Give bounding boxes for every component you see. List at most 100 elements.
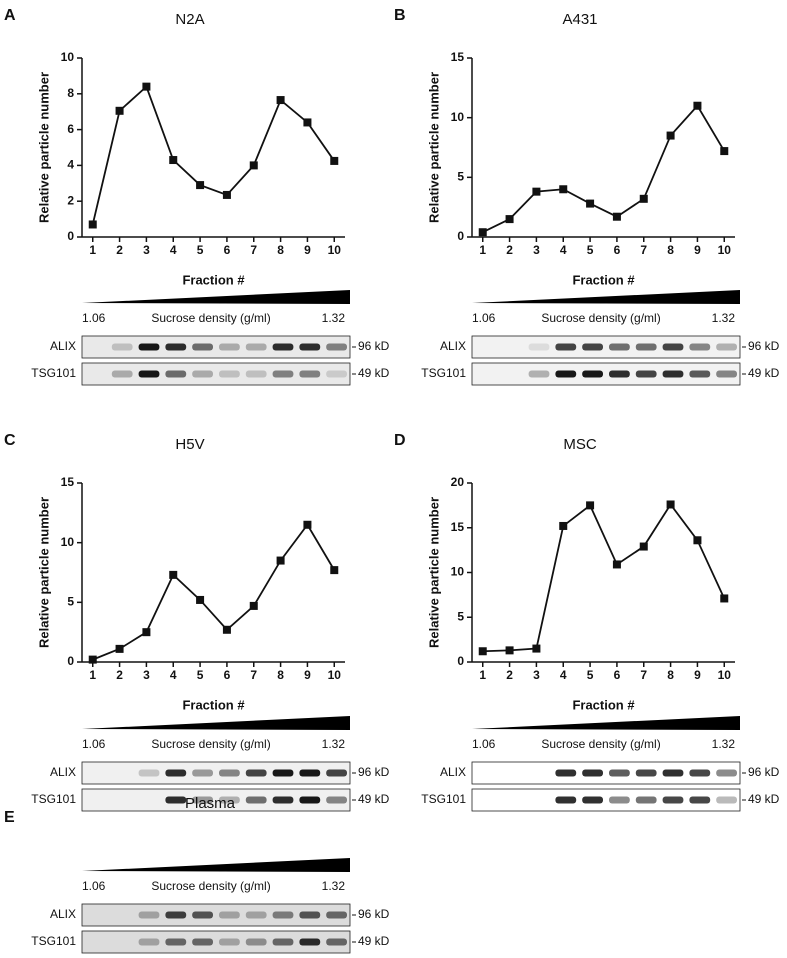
chart-title: MSC [563, 436, 597, 453]
density-gradient [82, 290, 350, 304]
data-marker [303, 520, 312, 529]
density-label: Sucrose density (g/ml) [151, 311, 270, 325]
blot-strip [471, 788, 741, 812]
y-tick-label: 10 [451, 565, 465, 579]
row-label: ALIX [440, 339, 466, 353]
data-marker [249, 161, 258, 170]
x-tick-label: 3 [533, 668, 540, 682]
x-tick-label: 6 [224, 668, 231, 682]
blot-band [219, 769, 240, 777]
blot-band [326, 796, 347, 804]
data-marker [693, 101, 702, 110]
blot-band [219, 911, 240, 919]
x-tick-label: 7 [640, 668, 647, 682]
blot-band [192, 343, 213, 351]
x-tick-label: 1 [89, 668, 96, 682]
blot-band [272, 938, 294, 946]
x-axis-label: Fraction # [182, 697, 245, 712]
density-low: 1.06 [472, 311, 496, 325]
row-label: ALIX [50, 339, 76, 353]
blot-band [689, 796, 711, 804]
data-marker [505, 215, 514, 224]
blot-strip [81, 788, 351, 812]
blot-band [582, 370, 603, 378]
row-label: TSG101 [31, 366, 76, 380]
density-low: 1.06 [82, 737, 106, 751]
blot-band [219, 370, 240, 378]
blot-band [609, 370, 630, 378]
blot-band [299, 938, 321, 946]
data-marker [115, 106, 124, 115]
size-label: 49 kD [358, 792, 390, 806]
data-marker [639, 542, 648, 551]
blot-band [245, 938, 267, 946]
x-tick-label: 5 [197, 668, 204, 682]
y-tick-label: 0 [457, 654, 464, 668]
blot-band [272, 343, 294, 351]
density-low: 1.06 [82, 311, 106, 325]
blot-band [689, 343, 711, 351]
row-label: TSG101 [31, 792, 76, 806]
size-label: 96 kD [748, 339, 780, 353]
x-tick-label: 4 [560, 668, 567, 682]
x-tick-label: 5 [587, 668, 594, 682]
density-gradient [82, 858, 350, 872]
density-high: 1.32 [712, 311, 736, 325]
x-tick-label: 7 [250, 243, 257, 257]
blot-band [219, 343, 240, 351]
data-marker [720, 594, 729, 603]
row-label: ALIX [440, 765, 466, 779]
size-label: 49 kD [748, 366, 780, 380]
data-marker [559, 521, 568, 530]
blot-band [138, 911, 160, 919]
x-tick-label: 8 [277, 243, 284, 257]
blot-band [111, 343, 133, 351]
data-marker [196, 595, 205, 604]
y-axis-label: Relative particle number [426, 497, 441, 648]
blot-band [272, 796, 294, 804]
blot-strip [81, 761, 351, 785]
y-tick-label: 10 [61, 50, 75, 64]
density-low: 1.06 [82, 879, 106, 893]
row-label: TSG101 [421, 366, 466, 380]
blot-band [555, 343, 577, 351]
size-label: 96 kD [358, 907, 390, 921]
blot-band [635, 796, 657, 804]
blot-band [138, 769, 160, 777]
blot-band [326, 769, 347, 777]
blot-band [165, 938, 187, 946]
data-marker [222, 625, 231, 634]
chart-title: N2A [175, 11, 204, 28]
panel-letter: A [4, 7, 16, 24]
size-label: 49 kD [748, 792, 780, 806]
y-axis-label: Relative particle number [36, 72, 51, 223]
blot-band [662, 370, 684, 378]
blot-band [245, 343, 267, 351]
blot-band [138, 343, 160, 351]
x-axis-label: Fraction # [572, 272, 635, 287]
data-marker [142, 628, 151, 637]
x-tick-label: 10 [328, 243, 342, 257]
y-tick-label: 15 [451, 520, 465, 534]
blot-band [635, 370, 657, 378]
y-tick-label: 15 [451, 50, 465, 64]
density-label: Sucrose density (g/ml) [151, 737, 270, 751]
x-tick-label: 7 [250, 668, 257, 682]
size-label: 96 kD [358, 765, 390, 779]
blot-band [635, 343, 657, 351]
y-tick-label: 10 [61, 535, 75, 549]
data-line [482, 502, 726, 653]
data-marker [115, 644, 124, 653]
chart-title: A431 [562, 11, 597, 28]
data-marker [196, 181, 205, 190]
blot-band [716, 769, 737, 777]
data-marker [586, 199, 595, 208]
chart-title: H5V [175, 436, 204, 453]
density-high: 1.32 [712, 737, 736, 751]
x-tick-label: 8 [277, 668, 284, 682]
data-marker [222, 190, 231, 199]
blot-band [662, 796, 684, 804]
density-gradient [82, 716, 350, 730]
row-label: ALIX [50, 907, 76, 921]
